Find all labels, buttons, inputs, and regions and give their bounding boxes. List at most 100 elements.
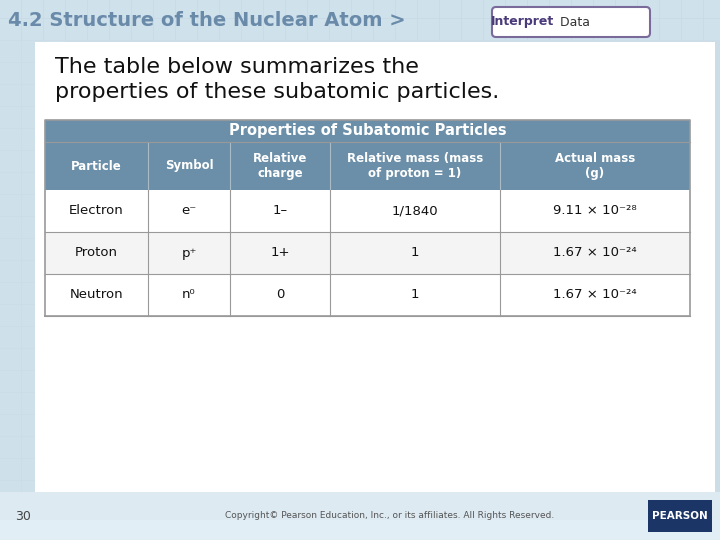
Text: e⁻: e⁻ <box>181 205 197 218</box>
Bar <box>198 0 219 18</box>
Bar <box>66 0 87 18</box>
Bar <box>660 19 681 40</box>
Bar <box>0 283 21 304</box>
Bar <box>44 415 65 436</box>
Text: 1: 1 <box>410 246 419 260</box>
Bar <box>550 0 571 18</box>
Bar <box>44 151 65 172</box>
Bar <box>648 500 712 532</box>
Bar <box>0 63 21 84</box>
Bar <box>22 415 43 436</box>
FancyBboxPatch shape <box>492 7 650 37</box>
Bar <box>44 129 65 150</box>
Bar <box>704 0 720 18</box>
Bar <box>220 0 241 18</box>
Bar <box>22 349 43 370</box>
Bar <box>22 173 43 194</box>
Bar <box>0 492 720 540</box>
Bar <box>22 393 43 414</box>
Bar <box>264 19 285 40</box>
Bar <box>66 19 87 40</box>
Bar <box>22 63 43 84</box>
Bar <box>45 190 690 232</box>
Bar <box>22 503 43 524</box>
Bar <box>352 19 373 40</box>
Bar <box>22 327 43 348</box>
Bar <box>0 437 21 458</box>
Bar <box>0 19 21 40</box>
Bar <box>0 173 21 194</box>
Bar <box>242 0 263 18</box>
Bar <box>44 217 65 238</box>
Bar <box>22 107 43 128</box>
Bar <box>44 261 65 282</box>
Bar <box>0 151 21 172</box>
Bar <box>0 393 21 414</box>
Text: Particle: Particle <box>71 159 122 172</box>
Bar <box>132 19 153 40</box>
Bar <box>44 239 65 260</box>
Bar <box>22 0 43 18</box>
Bar <box>484 19 505 40</box>
Bar <box>0 0 720 40</box>
Text: 9.11 × 10⁻²⁸: 9.11 × 10⁻²⁸ <box>553 205 637 218</box>
Bar <box>616 19 637 40</box>
Bar <box>44 107 65 128</box>
Text: PEARSON: PEARSON <box>652 511 708 521</box>
Bar <box>35 42 715 492</box>
Bar <box>88 19 109 40</box>
Bar <box>110 0 131 18</box>
Bar <box>682 19 703 40</box>
Text: 1.67 × 10⁻²⁴: 1.67 × 10⁻²⁴ <box>553 288 636 301</box>
Bar <box>44 41 65 62</box>
Text: n⁰: n⁰ <box>182 288 196 301</box>
Bar <box>0 327 21 348</box>
Bar <box>22 195 43 216</box>
Bar <box>22 217 43 238</box>
Bar <box>396 0 417 18</box>
Text: The table below summarizes the: The table below summarizes the <box>55 57 419 77</box>
Bar <box>44 305 65 326</box>
Bar <box>462 0 483 18</box>
Text: Neutron: Neutron <box>70 288 123 301</box>
Text: Proton: Proton <box>75 246 118 260</box>
Bar <box>484 0 505 18</box>
Bar <box>396 19 417 40</box>
Bar <box>660 0 681 18</box>
Bar <box>22 261 43 282</box>
Text: p⁺: p⁺ <box>181 246 197 260</box>
Bar <box>264 0 285 18</box>
Bar <box>22 41 43 62</box>
Text: Properties of Subatomic Particles: Properties of Subatomic Particles <box>229 124 506 138</box>
Bar <box>374 0 395 18</box>
Text: Relative
charge: Relative charge <box>253 152 307 180</box>
Bar <box>682 0 703 18</box>
Bar <box>0 503 21 524</box>
Text: 1: 1 <box>410 288 419 301</box>
Bar <box>44 459 65 480</box>
Text: 1–: 1– <box>272 205 287 218</box>
Bar <box>638 19 659 40</box>
Bar <box>22 129 43 150</box>
Bar <box>44 371 65 392</box>
Bar <box>0 481 21 502</box>
Text: 1/1840: 1/1840 <box>392 205 438 218</box>
Bar <box>440 0 461 18</box>
Bar <box>198 19 219 40</box>
Bar <box>44 173 65 194</box>
Bar <box>308 19 329 40</box>
Bar <box>0 217 21 238</box>
Bar <box>418 19 439 40</box>
Bar <box>44 195 65 216</box>
Bar <box>45 142 690 190</box>
Bar <box>44 19 65 40</box>
Bar <box>440 19 461 40</box>
Bar <box>330 19 351 40</box>
Bar <box>0 415 21 436</box>
Bar <box>88 0 109 18</box>
Bar <box>506 0 527 18</box>
Bar <box>528 0 549 18</box>
Bar <box>176 0 197 18</box>
Bar <box>44 327 65 348</box>
Bar <box>0 85 21 106</box>
